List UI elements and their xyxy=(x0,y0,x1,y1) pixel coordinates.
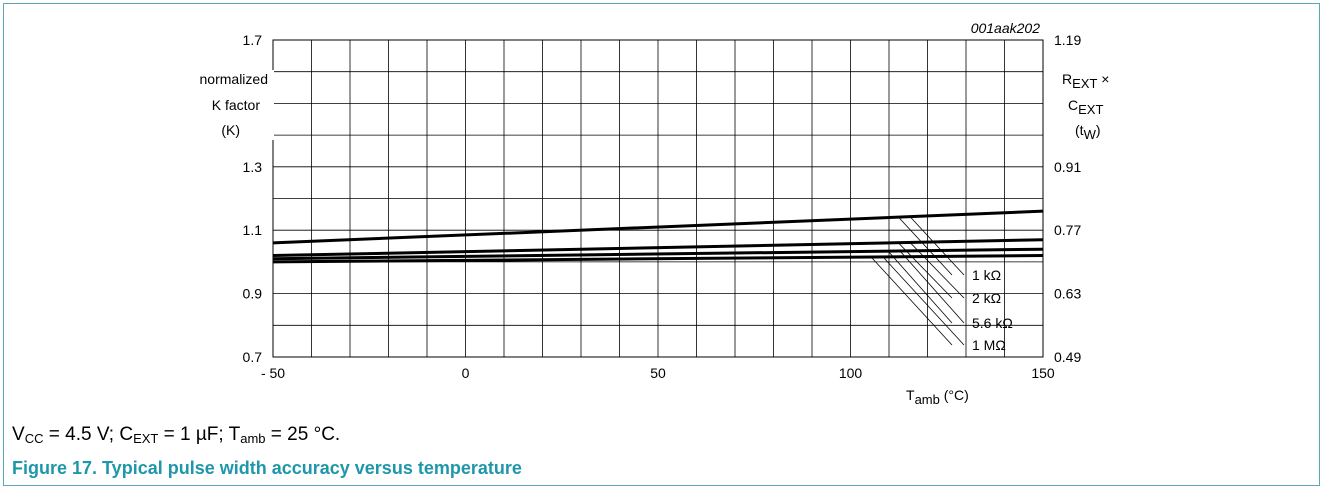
y2-tick-label: 0.63 xyxy=(1054,286,1081,302)
y-tick-label: 0.7 xyxy=(243,349,263,365)
y2-tick-label: 0.77 xyxy=(1054,222,1081,238)
y-axis-label-line-3: (K) xyxy=(221,122,240,138)
svg-text:REXT ×: REXT × xyxy=(1062,71,1110,91)
series-leader-line xyxy=(897,242,953,299)
series-leader-line xyxy=(897,216,953,276)
conditions-note: VCC = 4.5 V; CEXT = 1 µF; Tamb = 25 °C. xyxy=(12,424,341,446)
series-line xyxy=(272,254,1044,264)
series-leader-line xyxy=(882,256,965,346)
y-tick-label: 1.3 xyxy=(243,159,263,175)
y2-tick-label: 0.91 xyxy=(1054,159,1081,175)
series-leader-line xyxy=(887,250,953,324)
series-line xyxy=(272,247,1044,261)
y-tick-label: 1.7 xyxy=(243,32,263,48)
x-axis-label: Tamb (°C) xyxy=(906,387,969,407)
y2-tick-label: 1.19 xyxy=(1054,32,1081,48)
series-line xyxy=(272,209,1044,245)
series-leader-line xyxy=(899,250,965,324)
x-tick-label: 100 xyxy=(839,365,863,381)
figure-id: 001aak202 xyxy=(971,20,1041,36)
series-label: 5.6 kΩ xyxy=(972,315,1013,331)
x-tick-label: 150 xyxy=(1031,365,1055,381)
figure-frame xyxy=(3,3,1320,486)
y-tick-label: 1.1 xyxy=(243,222,263,238)
y-axis-label-line-1: normalized xyxy=(200,71,268,87)
x-tick-label: 0 xyxy=(462,365,470,381)
grid xyxy=(272,39,1044,358)
svg-text:CEXT: CEXT xyxy=(1068,97,1103,117)
tick-labels: - 50 0 50 100 150 0.7 0.49 0.9 0.63 1.1 0.77 1.3 0.9… xyxy=(243,32,1082,381)
x-tick-label: - 50 xyxy=(261,365,285,381)
chart: 1 kΩ 2 kΩ 5.6 kΩ 1 MΩ - 50 0 50 100 150 0.7 0.49 0… xyxy=(178,20,1110,407)
series-label: 1 kΩ xyxy=(972,267,1001,283)
series-lines xyxy=(272,209,1044,264)
y-axis-label: normalized K factor (K) xyxy=(178,70,274,140)
series-label: 2 kΩ xyxy=(972,290,1001,306)
series-leader-line xyxy=(870,256,953,346)
y-axis-label-line-2: K factor xyxy=(212,97,261,113)
series-leader-line xyxy=(909,216,965,276)
y2-axis-label: REXT × CEXT (tW) xyxy=(1062,71,1110,142)
x-tick-label: 50 xyxy=(650,365,666,381)
figure-caption: Figure 17. Typical pulse width accuracy … xyxy=(12,458,522,478)
y-tick-label: 0.9 xyxy=(243,286,263,302)
svg-text:(tW): (tW) xyxy=(1075,122,1101,142)
series-label: 1 MΩ xyxy=(972,337,1006,353)
y2-tick-label: 0.49 xyxy=(1054,349,1081,365)
series-line xyxy=(272,238,1044,258)
series-leaders: 1 kΩ 2 kΩ 5.6 kΩ 1 MΩ xyxy=(870,216,1013,353)
series-leader-line xyxy=(909,242,965,299)
